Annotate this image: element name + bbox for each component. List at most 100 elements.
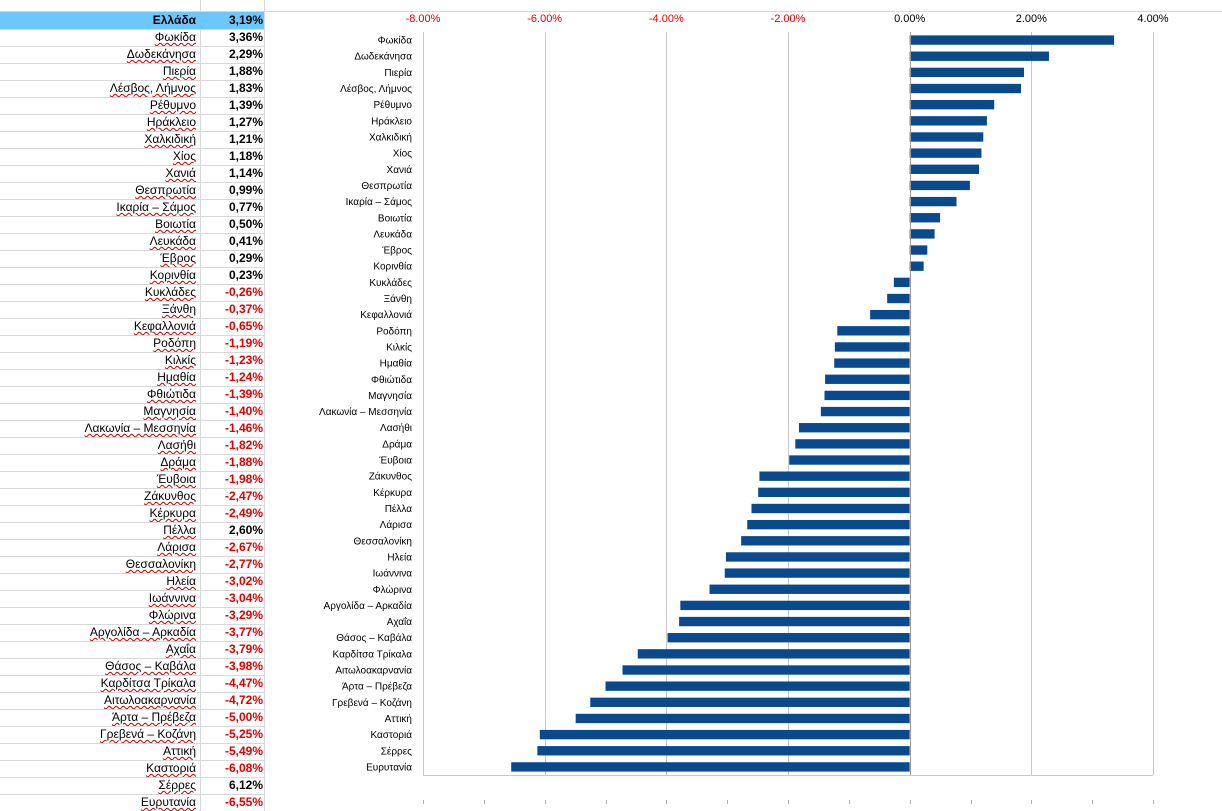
table-row[interactable]: Πιερία 1,88% [0, 63, 264, 80]
region-value: -6,08% [224, 761, 263, 775]
region-value: 1,88% [228, 64, 263, 78]
table-row[interactable]: Θεσπρωτία 0,99% [0, 182, 264, 199]
bar [725, 552, 910, 562]
bar [622, 665, 910, 675]
table-row[interactable]: Γρεβενά – Κοζάνη -5,25% [0, 726, 264, 743]
table-row[interactable]: Αιτωλοακαρνανία -4,72% [0, 692, 264, 709]
table-row[interactable]: Λέσβος, Λήμνος 1,83% [0, 80, 264, 97]
table-row[interactable]: Βοιωτία 0,50% [0, 216, 264, 233]
region-name: Ρέθυμνο [149, 98, 196, 112]
table-row[interactable]: Άρτα – Πρέβεζα -5,00% [0, 709, 264, 726]
region-value: -3,29% [224, 608, 263, 622]
table-row[interactable]: Χανιά 1,14% [0, 165, 264, 182]
region-name: Καρδίτσα Τρίκαλα [100, 676, 196, 690]
category-label: Σέρρες [381, 745, 412, 757]
category-labels: Φωκίδα Δωδεκάνησα Πιερία Λέσβος, Λήμνος Ρέθυ… [319, 35, 412, 774]
region-name: Λάρισα [157, 540, 196, 554]
table-row[interactable]: Φθιώτιδα -1,39% [0, 386, 264, 403]
table-row[interactable]: Ικαρία – Σάμος 0,77% [0, 199, 264, 216]
category-label: Χαλκιδική [369, 131, 412, 143]
table-row[interactable]: Αχαΐα -3,79% [0, 641, 264, 658]
table-row[interactable]: Ηράκλειο 1,27% [0, 114, 264, 131]
category-label: Αργολίδα – Αρκαδία [324, 600, 413, 612]
table-row[interactable]: Αργολίδα – Αρκαδία -3,77% [0, 624, 264, 641]
table-row[interactable]: Χίος 1,18% [0, 148, 264, 165]
bar [724, 568, 910, 578]
category-label: Κιλκίς [386, 341, 412, 353]
table-row[interactable]: Καστοριά -6,08% [0, 760, 264, 777]
table-row[interactable]: Λευκάδα 0,41% [0, 233, 264, 250]
category-label: Λευκάδα [373, 228, 412, 240]
category-label: Μαγνησία [368, 390, 412, 402]
table-row[interactable]: Λασήθι -1,82% [0, 437, 264, 454]
table-row[interactable]: Δράμα -1,88% [0, 454, 264, 471]
table-row[interactable]: Μαγνησία -1,40% [0, 403, 264, 420]
category-label: Καρδίτσα Τρίκαλα [333, 648, 413, 660]
category-label: Ξάνθη [384, 293, 412, 305]
table-row[interactable]: Ρέθυμνο 1,39% [0, 97, 264, 114]
region-name: Μαγνησία [143, 404, 196, 418]
table-row[interactable]: Έυβοια -1,98% [0, 471, 264, 488]
bar [909, 51, 1049, 61]
table-row[interactable]: Ηλεία -3,02% [0, 573, 264, 590]
table-row[interactable]: Θάσος – Καβάλα -3,98% [0, 658, 264, 675]
region-name: Φθιώτιδα [146, 387, 196, 401]
table-row[interactable]: Αττική -5,49% [0, 743, 264, 760]
table-row[interactable]: Έβρος 0,29% [0, 250, 264, 267]
category-label: Ικαρία – Σάμος [346, 196, 413, 208]
region-value: -3,02% [224, 574, 263, 588]
region-name: Λευκάδα [149, 234, 196, 248]
region-name: Λασήθι [157, 438, 196, 452]
category-label: Έβρος [381, 246, 412, 257]
category-label: Αχαΐα [387, 616, 412, 628]
table-row[interactable]: Φωκίδα 3,36% [0, 29, 264, 46]
table-row[interactable]: Λακωνία – Μεσσηνία -1,46% [0, 420, 264, 437]
table-row[interactable]: Ροδόπη -1,19% [0, 335, 264, 352]
bar [824, 390, 910, 401]
region-value: -5,25% [224, 727, 263, 741]
region-value: 1,14% [228, 166, 263, 180]
bar [825, 374, 910, 384]
region-name: Φωκίδα [154, 30, 196, 44]
table-header-row[interactable]: Ελλάδα 3,19% [0, 12, 264, 29]
region-value: 2,29% [228, 47, 263, 61]
region-value: -1,24% [224, 370, 263, 384]
x-tick-label: 4.00% [1137, 13, 1168, 25]
table-row[interactable]: Ξάνθη -0,37% [0, 301, 264, 318]
table-row[interactable]: Κέρκυρα -2,49% [0, 505, 264, 522]
region-value: -2,77% [224, 557, 263, 571]
table-row[interactable]: Κορινθία 0,23% [0, 267, 264, 284]
bar [909, 100, 995, 110]
region-value: -2,47% [224, 489, 263, 503]
table-row[interactable]: Κυκλάδες -0,26% [0, 284, 264, 301]
table-row[interactable]: Σέρρες 6,12% [0, 777, 264, 794]
region-name: Αργολίδα – Αρκαδία [89, 625, 196, 639]
bar [798, 423, 910, 433]
table-row[interactable]: Καρδίτσα Τρίκαλα -4,47% [0, 675, 264, 692]
bar [909, 132, 984, 142]
bar [909, 116, 987, 126]
region-value: 3,36% [228, 30, 263, 44]
category-label: Ηλεία [387, 551, 412, 563]
table-row[interactable]: Ιωάννινα -3,04% [0, 590, 264, 607]
region-name: Αιτωλοακαρνανία [104, 693, 196, 707]
region-value: -0,65% [224, 319, 263, 333]
table-row[interactable]: Θεσσαλονίκη -2,77% [0, 556, 264, 573]
bar [909, 67, 1025, 78]
region-value: -0,26% [224, 285, 263, 299]
table-row[interactable]: Χαλκιδική 1,21% [0, 131, 264, 148]
table-row[interactable]: Φλώρινα -3,29% [0, 607, 264, 624]
table-row[interactable]: Δωδεκάνησα 2,29% [0, 46, 264, 63]
table-row[interactable]: Κιλκίς -1,23% [0, 352, 264, 369]
table-row[interactable]: Κεφαλλονιά -0,65% [0, 318, 264, 335]
table-row[interactable]: Πέλλα 2,60% [0, 522, 264, 539]
table-row[interactable]: Λάρισα -2,67% [0, 539, 264, 556]
x-tick-label: -8.00% [406, 13, 441, 25]
bar [909, 164, 980, 174]
table-row[interactable]: Ευρυτανία -6,55% [0, 794, 264, 811]
table-row[interactable]: Ημαθία -1,24% [0, 369, 264, 386]
region-value: -1,98% [224, 472, 263, 486]
category-label: Λέσβος, Λήμνος [340, 83, 412, 95]
table-row[interactable]: Ζάκυνθος -2,47% [0, 488, 264, 505]
